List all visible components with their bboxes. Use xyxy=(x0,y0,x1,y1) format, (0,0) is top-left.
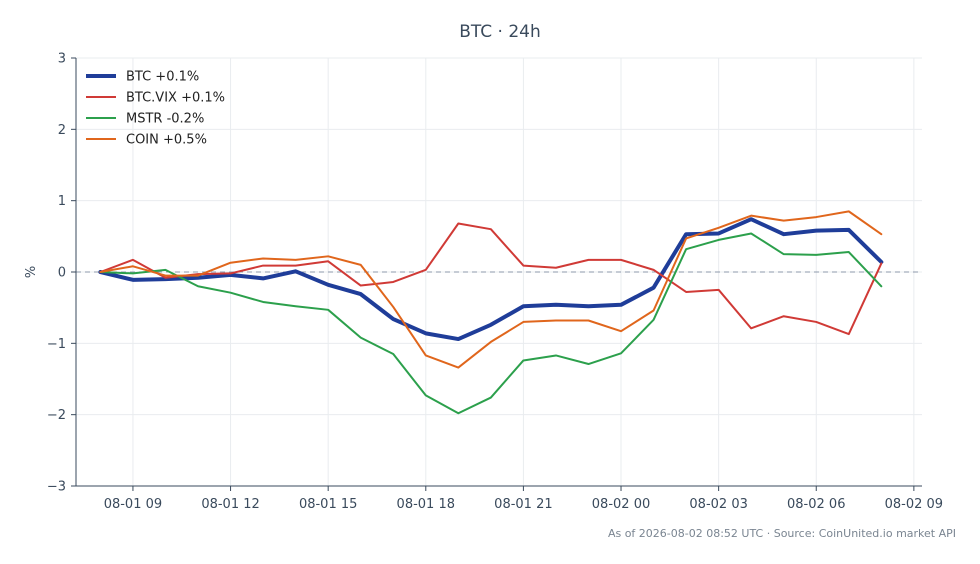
y-tick-label: 2 xyxy=(58,123,66,138)
x-tick-label: 08-01 12 xyxy=(201,497,259,512)
series-line-4 xyxy=(99,210,883,369)
y-axis-label: % xyxy=(24,266,39,278)
legend: BTC +0.1% BTC.VIX +0.1% MSTR -0.2% COIN +0.… xyxy=(86,70,225,148)
series-line-1 xyxy=(98,217,884,342)
y-tick-label: 1 xyxy=(58,194,66,209)
y-tick-label: −2 xyxy=(47,408,66,423)
legend-label: MSTR -0.2% xyxy=(126,112,204,127)
x-axis-ticks: 08-01 09 08-01 12 08-01 15 08-01 18 08-01 21… xyxy=(104,486,943,512)
series-line-3 xyxy=(99,232,883,415)
x-tick-label: 08-01 21 xyxy=(494,497,552,512)
series-lines xyxy=(98,210,884,415)
legend-label: BTC +0.1% xyxy=(126,70,199,85)
x-tick-label: 08-01 09 xyxy=(104,497,162,512)
y-tick-label: 0 xyxy=(58,266,66,281)
chart-title: BTC · 24h xyxy=(459,22,541,42)
footer-source-note: As of 2026-08-02 08:52 UTC · Source: Coi… xyxy=(608,527,956,540)
legend-label: BTC.VIX +0.1% xyxy=(126,91,225,106)
y-tick-label: −1 xyxy=(47,337,66,352)
x-tick-label: 08-02 00 xyxy=(592,497,650,512)
x-tick-label: 08-01 18 xyxy=(397,497,455,512)
x-tick-label: 08-02 06 xyxy=(787,497,845,512)
legend-label: COIN +0.5% xyxy=(126,133,207,148)
y-axis-ticks: −3 −2 −1 0 1 2 3 xyxy=(47,52,76,495)
x-tick-label: 08-02 09 xyxy=(885,497,943,512)
y-tick-label: −3 xyxy=(47,480,66,495)
series-line-2 xyxy=(99,222,883,336)
x-tick-label: 08-02 03 xyxy=(689,497,747,512)
y-tick-label: 3 xyxy=(58,52,66,67)
x-tick-label: 08-01 15 xyxy=(299,497,357,512)
